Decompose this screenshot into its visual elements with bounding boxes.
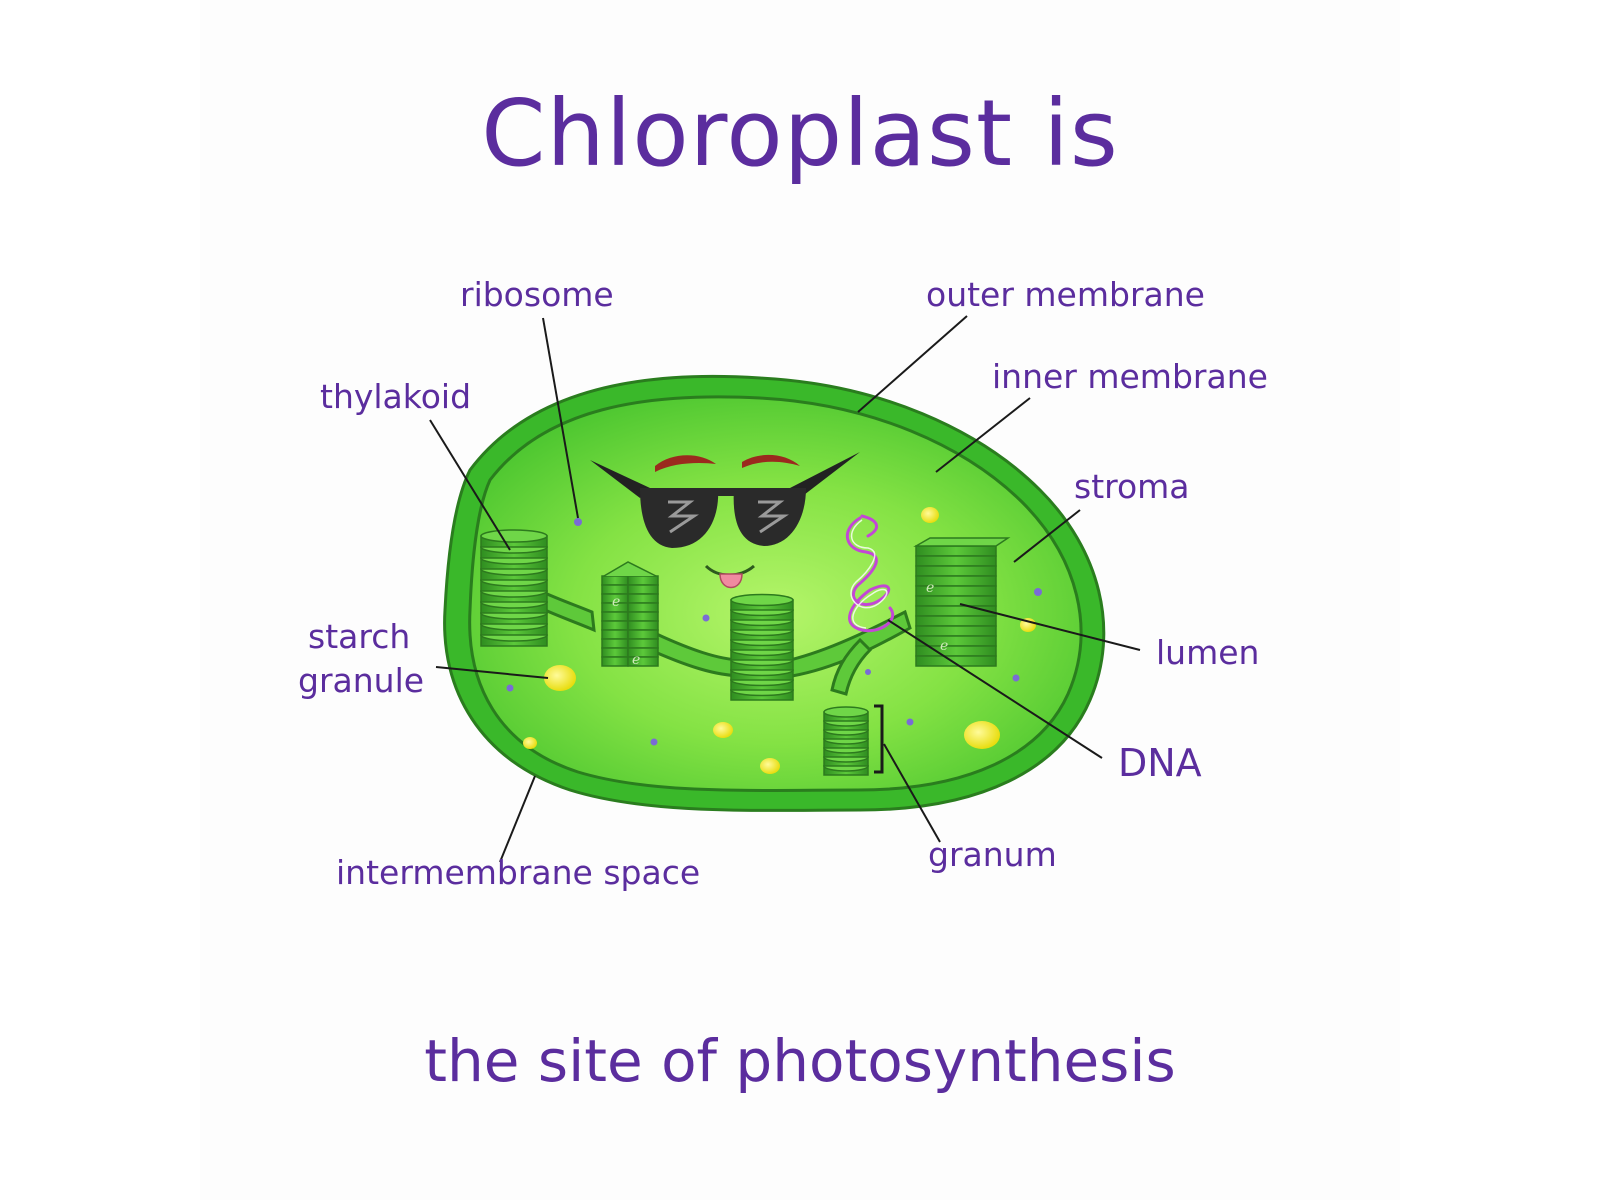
thylakoid-disc [627,602,659,613]
thylakoid-disc [915,565,997,577]
label-starch-line1: starch [308,617,411,656]
cutaway-top [603,561,657,577]
ribosomes [506,518,1042,746]
granum-stack-left [480,529,548,647]
thylakoid-disc [627,611,659,622]
thylakoid-disc [601,584,629,595]
label-stroma: stroma [1074,467,1190,506]
thylakoid-disc [627,629,659,640]
label-granum: granum [928,835,1057,874]
thylakoid-disc [601,656,629,667]
inner-membrane [468,395,1083,792]
granum-bracket [874,704,884,774]
thylakoid-disc [915,615,997,627]
granum-stack-bottom [823,706,869,776]
leader-lines [429,315,1141,863]
thylakoid-disc [915,625,997,637]
label-intermembrane-space: intermembrane space [336,853,701,892]
label-inner-membrane: inner membrane [992,357,1268,396]
diagram-subtitle: the site of photosynthesis [424,1027,1176,1095]
left-eyebrow-icon [655,455,716,472]
thylakoid-letter: e [632,652,640,668]
label-dna: DNA [1118,741,1202,785]
thylakoid-disc [915,555,997,567]
thylakoid-letter: e [612,594,620,610]
thylakoid-disc [601,647,629,658]
granum-stack-right [913,537,1011,667]
label-lumen: lumen [1156,633,1260,672]
thylakoid-disc [627,656,659,667]
right-eyebrow-icon [742,454,800,468]
thylakoid-disc [627,638,659,649]
thylakoid-disc [915,545,997,557]
stack-top [913,537,1011,547]
label-ribosome: ribosome [460,275,614,314]
thylakoid-disc [915,645,997,657]
thylakoid-disc [627,620,659,631]
thylakoid-disc [915,635,997,647]
thylakoid-disc-top [823,706,869,718]
thylakoid-disc [915,655,997,667]
granum-stack-center [730,593,794,701]
thylakoid-disc-top [730,593,794,607]
thylakoid-letter: e [926,580,934,596]
label-thylakoid: thylakoid [320,377,472,416]
label-starch-line2: granule [298,661,425,700]
label-outer-membrane: outer membrane [926,275,1205,314]
tongue-icon [719,573,743,589]
thylakoid-disc [627,575,659,586]
thylakoid-disc [601,629,629,640]
thylakoid-letter: e [940,638,948,654]
sunglasses-icon [590,452,860,548]
thylakoid-disc [601,611,629,622]
thylakoid-disc [915,595,997,607]
granum-stack-cutaway [601,561,659,667]
thylakoid-disc [601,575,629,586]
thylakoid-disc [601,638,629,649]
thylakoid-disc-top [480,529,548,543]
dna-strand-icon [845,514,894,633]
starch-granules [523,507,1036,774]
thylakoid-disc [601,620,629,631]
diagram-title: Chloroplast is [481,80,1119,187]
thylakoid-disc [627,593,659,604]
thylakoid-disc [627,584,659,595]
